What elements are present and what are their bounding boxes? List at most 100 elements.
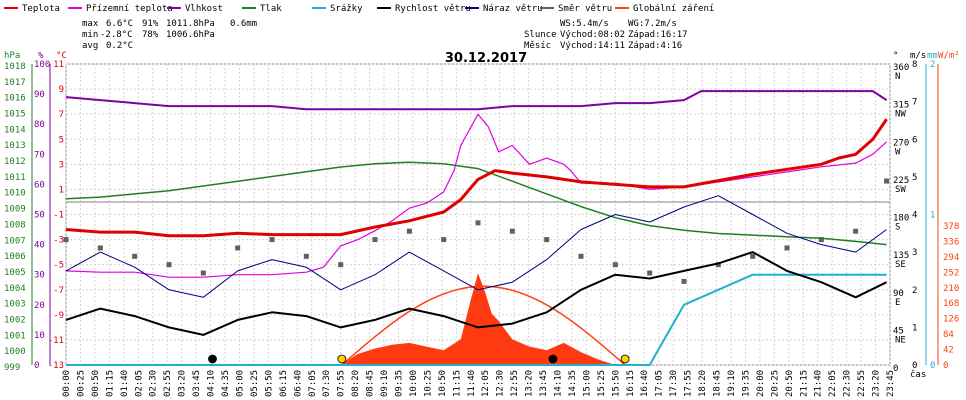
hpa-tick-label: 1003 <box>4 300 26 310</box>
x-tick-label: 00:00 <box>62 370 72 397</box>
series-wind-direction-point <box>338 262 344 268</box>
ms-tick-label: 3 <box>912 248 917 258</box>
ms-tick-label: 7 <box>912 98 917 108</box>
series-temperature-line <box>65 118 888 238</box>
stats-min-pressure: 1006.6hPa <box>166 30 215 40</box>
stats-avg-label: avg <box>82 41 98 51</box>
dir-tick-compass: W <box>895 147 901 157</box>
pct-tick-label: 70 <box>34 150 45 160</box>
stats-block: max 6.6°C 91% 1011.8hPa 0.6mm min -2.8°C… <box>82 19 257 51</box>
rad-tick-label: 0 <box>943 361 948 371</box>
legend: Teplota Přízemní teplota Vlhkost Tlak Srážky… <box>4 4 714 14</box>
x-tick-label: 20:50 <box>785 370 795 397</box>
ms-tick-label: 4 <box>912 211 917 221</box>
x-tick-label: 11:40 <box>467 370 477 397</box>
x-tick-label: 08:45 <box>366 370 376 397</box>
series-wind-direction-point <box>132 253 138 259</box>
dir-tick-compass: E <box>895 298 900 308</box>
pct-tick-label: 60 <box>34 180 45 190</box>
pct-tick-label: 20 <box>34 301 45 311</box>
axis-label-pct: % <box>38 51 44 61</box>
series-wind-direction-point <box>303 253 309 259</box>
temp-tick-label: 11 <box>53 60 64 70</box>
series-wind-direction-point <box>681 278 687 284</box>
temp-tick-label: 1 <box>59 185 64 195</box>
legend-swatch <box>167 7 181 9</box>
stats-min-temp: -2.8°C <box>100 30 133 40</box>
series-wind-direction-point <box>63 237 69 243</box>
axis-label-mm: mm <box>927 51 938 61</box>
pct-tick-label: 30 <box>34 271 45 281</box>
hpa-tick-label: 1015 <box>4 110 26 120</box>
ms-tick-label: 8 <box>912 60 917 70</box>
rad-tick-label: 378 <box>943 222 959 232</box>
rad-tick-label: 210 <box>943 284 959 294</box>
x-tick-label: 12:05 <box>481 370 491 397</box>
rad-tick-label: 42 <box>943 346 954 356</box>
ms-tick-label: 0 <box>912 361 917 371</box>
axis-label-ms: m/s <box>910 51 926 61</box>
x-tick-label: 10:25 <box>423 370 433 397</box>
hpa-tick-label: 1007 <box>4 236 26 246</box>
pct-tick-label: 80 <box>34 120 45 130</box>
rad-tick-label: 168 <box>943 299 959 309</box>
info-wg: WG:7.2m/s <box>628 19 677 29</box>
x-tick-label: 05:50 <box>264 370 274 397</box>
legend-label: Směr větru <box>558 4 612 14</box>
x-tick-label: 13:20 <box>525 370 535 397</box>
hpa-tick-label: 1011 <box>4 173 26 183</box>
x-tick-label: 05:00 <box>235 370 245 397</box>
hpa-tick-label: 1010 <box>4 189 26 199</box>
hpa-tick-label: 1004 <box>4 284 26 294</box>
series-layer <box>63 90 890 366</box>
dir-tick-label: 90 <box>893 289 904 299</box>
hpa-tick-label: 1012 <box>4 157 26 167</box>
stats-min-label: min <box>82 30 98 40</box>
stats-min-humidity: 78% <box>142 30 159 40</box>
stats-max-humidity: 91% <box>142 19 159 29</box>
axes: hPa1018101710161015101410131012101110101… <box>4 51 960 374</box>
x-tick-label: 11:15 <box>452 370 462 397</box>
dir-tick-label: 225 <box>893 176 909 186</box>
series-humidity-line <box>65 90 888 111</box>
x-tick-label: 03:20 <box>178 370 188 397</box>
x-tick-label: 01:40 <box>120 370 130 397</box>
pct-tick-label: 100 <box>34 60 50 70</box>
x-axis-label: čas <box>910 369 926 380</box>
markers <box>208 354 630 364</box>
legend-label: Přízemní teplota <box>86 4 173 14</box>
axis-label-temp: °C <box>56 51 67 61</box>
sunrise-marker <box>337 354 347 364</box>
legend-swatch <box>377 7 391 9</box>
temp-tick-label: -1 <box>53 211 64 221</box>
x-tick-label: 05:25 <box>250 370 260 397</box>
mm-tick-label: 0 <box>930 361 935 371</box>
sunset-marker <box>620 354 630 364</box>
temp-tick-label: -9 <box>53 311 64 321</box>
temp-tick-label: -11 <box>48 336 64 346</box>
legend-swatch <box>540 7 554 9</box>
pct-tick-label: 90 <box>34 90 45 100</box>
ms-tick-label: 6 <box>912 135 917 145</box>
x-tick-label: 00:50 <box>91 370 101 397</box>
temp-tick-label: -13 <box>48 361 64 371</box>
x-tick-label: 09:10 <box>380 370 390 397</box>
series-radiation-theoretical <box>341 285 626 366</box>
legend-swatch <box>68 7 82 9</box>
series-wind-direction-point <box>235 245 241 251</box>
pct-tick-label: 10 <box>34 331 45 341</box>
series-wind-direction-point <box>884 178 890 184</box>
legend-label: Vlhkost <box>185 4 223 14</box>
dir-tick-label: 180 <box>893 214 909 224</box>
x-tick-label: 07:05 <box>308 370 318 397</box>
series-wind-direction-point <box>647 270 653 276</box>
x-tick-label: 22:30 <box>843 370 853 397</box>
series-radiation-area <box>340 273 616 365</box>
series-wind-direction-point <box>475 220 481 226</box>
temp-tick-label: -3 <box>53 236 64 246</box>
hpa-tick-label: 1001 <box>4 331 26 341</box>
info-slunce-set: Západ:16:17 <box>628 30 688 40</box>
legend-swatch <box>615 7 629 9</box>
x-tick-label: 08:20 <box>351 370 361 397</box>
x-tick-label: 02:05 <box>134 370 144 397</box>
